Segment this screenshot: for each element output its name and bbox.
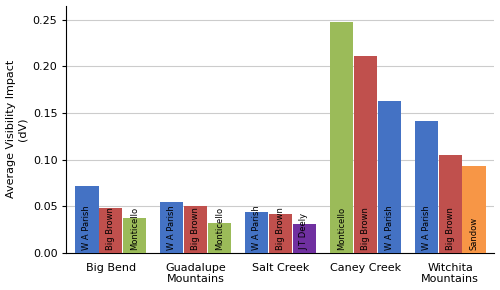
Text: Monticello: Monticello xyxy=(337,207,346,250)
Text: W A Parish: W A Parish xyxy=(168,206,176,250)
Text: Big Brown: Big Brown xyxy=(276,207,285,250)
Bar xyxy=(354,56,377,253)
Text: W A Parish: W A Parish xyxy=(384,206,394,250)
Text: Big Brown: Big Brown xyxy=(106,207,115,250)
Text: W A Parish: W A Parish xyxy=(252,206,261,250)
Y-axis label: Average Visibility Impact
(dV): Average Visibility Impact (dV) xyxy=(6,60,27,198)
Text: Monticello: Monticello xyxy=(130,207,139,250)
Bar xyxy=(462,166,485,253)
Bar xyxy=(208,223,231,253)
Text: J T Deely: J T Deely xyxy=(300,213,308,250)
Text: Monticello: Monticello xyxy=(215,207,224,250)
Bar xyxy=(123,218,146,253)
Bar xyxy=(292,224,316,253)
Bar xyxy=(415,122,438,253)
Text: Big Brown: Big Brown xyxy=(191,207,200,250)
Text: Big Brown: Big Brown xyxy=(361,207,370,250)
Bar xyxy=(245,212,268,253)
Bar xyxy=(269,214,292,253)
Text: Sandow: Sandow xyxy=(470,217,478,250)
Bar xyxy=(438,155,462,253)
Bar xyxy=(160,202,184,253)
Bar xyxy=(75,186,98,253)
Bar xyxy=(330,22,353,253)
Bar xyxy=(184,206,207,253)
Bar xyxy=(378,101,401,253)
Bar xyxy=(99,208,122,253)
Text: W A Parish: W A Parish xyxy=(82,206,92,250)
Text: Big Brown: Big Brown xyxy=(446,207,455,250)
Text: W A Parish: W A Parish xyxy=(422,206,431,250)
